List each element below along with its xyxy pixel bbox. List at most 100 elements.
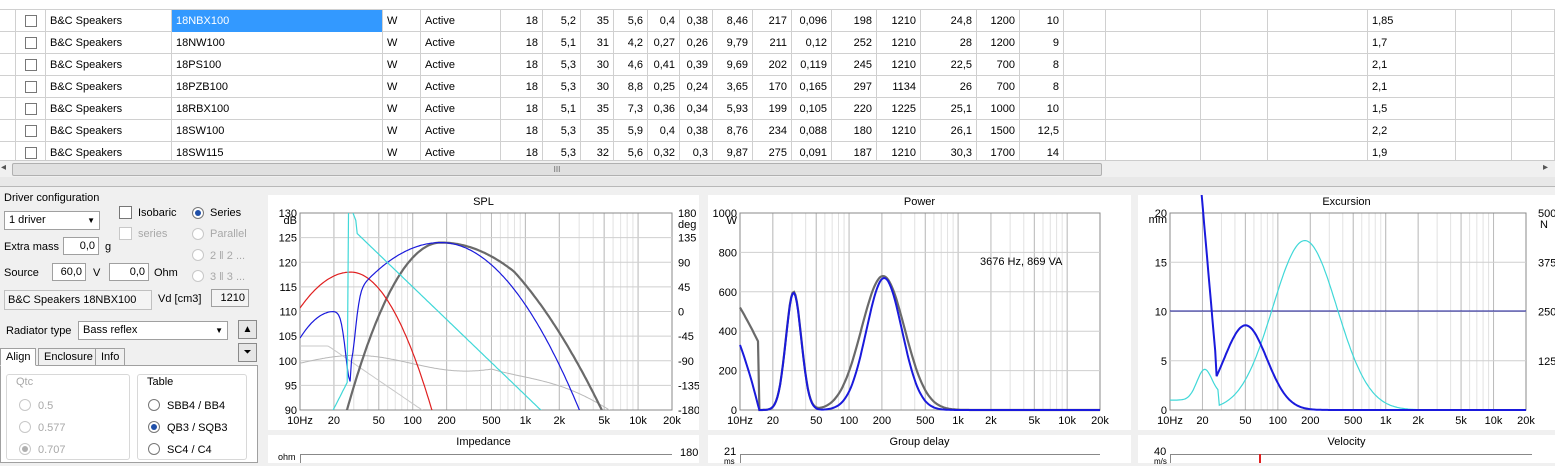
isobaric-checkbox[interactable]	[119, 206, 132, 219]
cell-c8[interactable]: 199	[753, 98, 792, 120]
cell-empty[interactable]	[0, 76, 16, 98]
cell-c4[interactable]: 5,9	[614, 120, 648, 142]
cell-model[interactable]: 18PS100	[172, 54, 383, 76]
cell-c3[interactable]: 31	[581, 32, 614, 54]
cell-c13[interactable]: 1000	[977, 98, 1020, 120]
cell-empty[interactable]	[1268, 54, 1368, 76]
cell-c1[interactable]: 18	[501, 10, 543, 32]
cell-c8[interactable]: 202	[753, 54, 792, 76]
qtc-radio-2[interactable]	[19, 421, 31, 433]
cell-c13[interactable]: 1700	[977, 142, 1020, 160]
cell-empty[interactable]	[1512, 32, 1555, 54]
cell-c15[interactable]: 1,85	[1368, 10, 1456, 32]
cell-empty[interactable]	[1106, 142, 1201, 160]
cell-empty[interactable]	[1106, 76, 1201, 98]
cell-c12[interactable]: 30,3	[921, 142, 977, 160]
panel-splitter[interactable]	[0, 177, 1555, 187]
velocity-chart[interactable]: Velocity 40 m/s	[1138, 435, 1555, 466]
cell-model[interactable]: 18NW100	[172, 32, 383, 54]
cell-c1[interactable]: 18	[501, 120, 543, 142]
cell-c15[interactable]	[1064, 32, 1106, 54]
cell-c8[interactable]: 275	[753, 142, 792, 160]
cell-c15[interactable]: 1,7	[1368, 32, 1456, 54]
cell-type[interactable]: W	[383, 98, 421, 120]
cell-empty[interactable]	[1456, 76, 1512, 98]
cell-c12[interactable]: 22,5	[921, 54, 977, 76]
move-up-button[interactable]: ▲	[238, 320, 257, 339]
cell-c11[interactable]: 1134	[877, 76, 921, 98]
row-checkbox[interactable]	[24, 147, 37, 159]
cell-type[interactable]: W	[383, 10, 421, 32]
cell-empty[interactable]	[1106, 98, 1201, 120]
checkbox-cell[interactable]	[16, 98, 46, 120]
cell-empty[interactable]	[1456, 10, 1512, 32]
cell-c12[interactable]: 25,1	[921, 98, 977, 120]
cell-c12[interactable]: 26	[921, 76, 977, 98]
cell-c15[interactable]	[1064, 120, 1106, 142]
cell-model[interactable]: 18SW115	[172, 142, 383, 160]
tab-enclosure[interactable]: Enclosure	[38, 348, 99, 366]
cell-c13[interactable]: 1500	[977, 120, 1020, 142]
table-row[interactable]: B&C Speakers 18PZB100 W Active 18 5,3 30 8,8 0,2…	[0, 76, 1555, 98]
cell-type[interactable]: W	[383, 142, 421, 160]
cell-c4[interactable]: 4,2	[614, 32, 648, 54]
cell-empty[interactable]	[1512, 98, 1555, 120]
cell-c8[interactable]: 217	[753, 10, 792, 32]
cell-c3[interactable]: 30	[581, 54, 614, 76]
excursion-chart[interactable]: Excursion 10Hz 20 50 100 200 500 1k 2k 5k 10k 20k 2…	[1138, 195, 1555, 430]
cell-c15[interactable]	[1064, 142, 1106, 160]
cell-c4[interactable]: 5,6	[614, 142, 648, 160]
cell-c7[interactable]: 9,79	[713, 32, 753, 54]
cell-c9[interactable]: 0,088	[792, 120, 832, 142]
cell-empty[interactable]	[1268, 142, 1368, 160]
cell-c5[interactable]: 0,27	[648, 32, 680, 54]
move-bottom-button[interactable]: ⏷	[238, 343, 257, 362]
cell-empty[interactable]	[1201, 10, 1268, 32]
table-radio-1[interactable]	[148, 399, 160, 411]
cell-empty[interactable]	[1201, 120, 1268, 142]
cell-c10[interactable]: 245	[832, 54, 877, 76]
row-checkbox[interactable]	[24, 59, 37, 71]
cell-c1[interactable]: 18	[501, 142, 543, 160]
cell-c7[interactable]: 9,87	[713, 142, 753, 160]
cell-status[interactable]: Active	[421, 76, 501, 98]
cell-c2[interactable]: 5,3	[543, 142, 581, 160]
cell-status[interactable]: Active	[421, 32, 501, 54]
cell-c6[interactable]: 0,34	[680, 98, 713, 120]
series-checkbox[interactable]	[119, 227, 132, 240]
driver-grid[interactable]: B&C Speakers 18NBX100 W Active 18 5,2 35 5,6 0,4…	[0, 0, 1555, 160]
cell-c11[interactable]: 1225	[877, 98, 921, 120]
table-radio-2[interactable]	[148, 421, 160, 433]
cell-empty[interactable]	[0, 32, 16, 54]
cell-c15[interactable]	[1064, 76, 1106, 98]
cell-empty[interactable]	[0, 120, 16, 142]
cell-c1[interactable]: 18	[501, 76, 543, 98]
cell-c9[interactable]: 0,12	[792, 32, 832, 54]
cell-c5[interactable]: 0,41	[648, 54, 680, 76]
cell-c9[interactable]: 0,165	[792, 76, 832, 98]
impedance-chart[interactable]: Impedance ohm 180	[268, 435, 699, 463]
cell-c10[interactable]: 180	[832, 120, 877, 142]
cell-c7[interactable]: 3,65	[713, 76, 753, 98]
cell-c12[interactable]: 26,1	[921, 120, 977, 142]
cell-model[interactable]: 18SW100	[172, 120, 383, 142]
checkbox-cell[interactable]	[16, 54, 46, 76]
cell-empty[interactable]	[1106, 10, 1201, 32]
cell-c4[interactable]: 7,3	[614, 98, 648, 120]
cell-c4[interactable]: 8,8	[614, 76, 648, 98]
cell-empty[interactable]	[1456, 142, 1512, 160]
cell-c4[interactable]: 5,6	[614, 10, 648, 32]
cell-brand[interactable]: B&C Speakers	[46, 32, 172, 54]
cell-empty[interactable]	[1512, 120, 1555, 142]
cell-c3[interactable]: 35	[581, 98, 614, 120]
cell-c7[interactable]: 9,69	[713, 54, 753, 76]
cell-c8[interactable]: 170	[753, 76, 792, 98]
cell-c13[interactable]: 1200	[977, 10, 1020, 32]
series-radio[interactable]	[192, 207, 204, 219]
cell-c15[interactable]: 2,2	[1368, 120, 1456, 142]
table-row[interactable]: B&C Speakers 18NBX100 W Active 18 5,2 35 5,6 0,4…	[0, 10, 1555, 32]
cell-c11[interactable]: 1210	[877, 142, 921, 160]
parallel-radio[interactable]	[192, 228, 204, 240]
qtc-radio-1[interactable]	[19, 399, 31, 411]
cell-c2[interactable]: 5,1	[543, 98, 581, 120]
